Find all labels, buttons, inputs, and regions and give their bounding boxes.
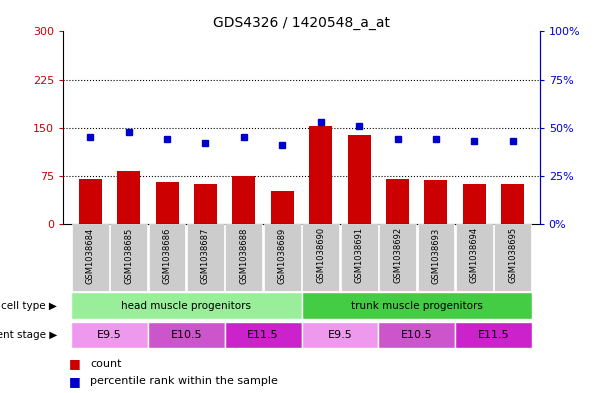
Bar [456,224,493,291]
Bar [156,182,178,224]
Text: GSM1038694: GSM1038694 [470,227,479,283]
Text: E9.5: E9.5 [327,330,352,340]
Bar [194,184,217,224]
Text: GSM1038691: GSM1038691 [355,227,364,283]
Bar [347,136,371,224]
Text: GSM1038686: GSM1038686 [163,227,171,284]
Text: E10.5: E10.5 [171,330,202,340]
Text: percentile rank within the sample: percentile rank within the sample [90,376,279,386]
Bar [309,126,332,224]
Text: E11.5: E11.5 [478,330,510,340]
Text: GSM1038693: GSM1038693 [432,227,440,284]
Text: development stage ▶: development stage ▶ [0,330,57,340]
Bar [232,176,256,224]
Bar [501,184,525,224]
Bar [117,171,140,224]
Bar [378,322,455,348]
Bar [302,292,532,319]
Bar [225,322,302,348]
Bar [148,224,186,291]
Text: GSM1038690: GSM1038690 [316,227,325,283]
Text: count: count [90,358,122,369]
Bar [271,191,294,224]
Bar [71,292,302,319]
Bar [110,224,147,291]
Bar [341,224,377,291]
Bar [417,224,455,291]
Text: E11.5: E11.5 [247,330,279,340]
Bar [425,180,447,224]
Bar [78,179,102,224]
Text: GSM1038685: GSM1038685 [124,227,133,284]
Text: GSM1038688: GSM1038688 [239,227,248,284]
Text: GSM1038687: GSM1038687 [201,227,210,284]
Bar [264,224,301,291]
Text: ■: ■ [69,375,81,388]
Text: GSM1038689: GSM1038689 [278,227,287,284]
Text: E9.5: E9.5 [97,330,122,340]
Bar [302,224,339,291]
Bar [226,224,262,291]
Bar [71,322,148,348]
Text: GSM1038684: GSM1038684 [86,227,95,284]
Bar [72,224,109,291]
Bar [187,224,224,291]
Bar [455,322,532,348]
Text: trunk muscle progenitors: trunk muscle progenitors [351,301,482,310]
Bar [148,322,225,348]
Text: ■: ■ [69,357,81,370]
Text: cell type ▶: cell type ▶ [1,301,57,310]
Title: GDS4326 / 1420548_a_at: GDS4326 / 1420548_a_at [213,17,390,30]
Bar [463,184,486,224]
Bar [494,224,531,291]
Text: GSM1038695: GSM1038695 [508,227,517,283]
Text: E10.5: E10.5 [401,330,432,340]
Bar [302,322,378,348]
Text: GSM1038692: GSM1038692 [393,227,402,283]
Text: head muscle progenitors: head muscle progenitors [121,301,251,310]
Bar [386,179,409,224]
Bar [379,224,416,291]
